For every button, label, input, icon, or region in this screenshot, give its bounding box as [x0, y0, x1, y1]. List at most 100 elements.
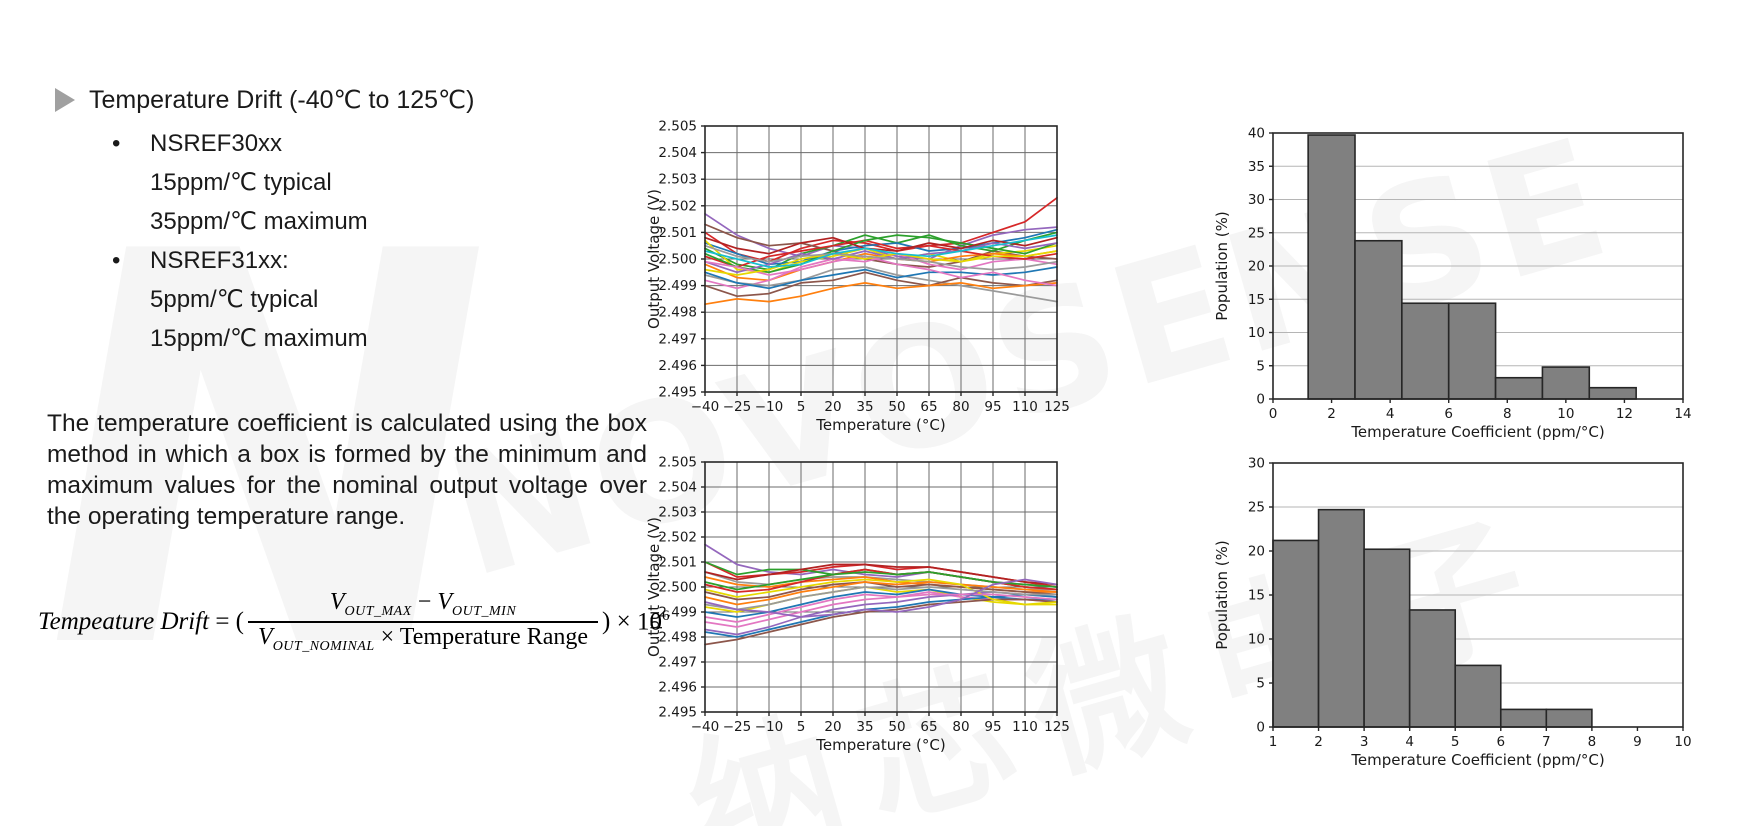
svg-text:2.499: 2.499 [658, 278, 697, 294]
svg-text:25: 25 [1248, 500, 1265, 516]
svg-text:65: 65 [920, 399, 937, 415]
svg-text:80: 80 [952, 719, 969, 735]
svg-text:Temperature (°C): Temperature (°C) [815, 416, 945, 434]
svg-text:5: 5 [797, 399, 806, 415]
svg-text:2.498: 2.498 [658, 305, 697, 321]
svg-text:1: 1 [1269, 734, 1278, 750]
formula-lhs: Tempeature Drift [38, 607, 210, 635]
svg-text:2: 2 [1314, 734, 1323, 750]
svg-text:2.497: 2.497 [658, 331, 697, 347]
svg-text:65: 65 [920, 719, 937, 735]
svg-text:110: 110 [1012, 719, 1038, 735]
svg-text:0: 0 [1256, 720, 1265, 736]
svg-text:30: 30 [1248, 456, 1265, 472]
svg-text:2.499: 2.499 [658, 605, 697, 621]
output-voltage-vs-temperature-chart-bottom: −40 −25 −10 5 20 35 50 65 80 95 110 125 2.495 2.496 2.… [645, 440, 1075, 781]
svg-text:15: 15 [1248, 292, 1265, 308]
formula-close: ) × [602, 607, 631, 635]
svg-text:7: 7 [1542, 734, 1551, 750]
svg-text:2.505: 2.505 [658, 455, 697, 471]
formula-power: 106 [636, 607, 670, 635]
temperature-range-label: Temperature Range [399, 623, 589, 650]
svg-text:50: 50 [888, 399, 905, 415]
svg-text:2.501: 2.501 [658, 555, 697, 571]
svg-text:10: 10 [1248, 325, 1265, 341]
svg-text:2.496: 2.496 [658, 680, 697, 696]
bullet-line: 15ppm/℃ maximum [150, 325, 368, 352]
svg-text:125: 125 [1044, 719, 1070, 735]
bullet-icon: • [112, 247, 121, 274]
list-item: • NSREF31xx: 5ppm/℃ typical 15ppm/℃ maxi… [112, 241, 368, 358]
svg-text:−40: −40 [691, 399, 720, 415]
play-triangle-icon [55, 88, 75, 112]
svg-text:−25: −25 [723, 719, 752, 735]
svg-text:20: 20 [1248, 544, 1265, 560]
formula-fraction: VOUT_MAX − VOUT_MIN VOUT_NOMINAL × Tempe… [248, 588, 599, 656]
svg-text:6: 6 [1496, 734, 1505, 750]
svg-text:35: 35 [1248, 159, 1265, 175]
svg-text:Population (%): Population (%) [1213, 211, 1231, 321]
svg-text:5: 5 [797, 719, 806, 735]
svg-text:−10: −10 [755, 399, 784, 415]
section-heading: Temperature Drift (-40℃ to 125℃) [55, 85, 474, 115]
formula-denominator: VOUT_NOMINAL × Temperature Range [248, 620, 599, 656]
svg-text:Temperature (°C): Temperature (°C) [815, 736, 945, 754]
bullet-icon: • [112, 130, 121, 157]
svg-text:35: 35 [856, 719, 873, 735]
list-item: • NSREF30xx 15ppm/℃ typical 35ppm/℃ maxi… [112, 124, 368, 241]
sub-out-max: OUT_MAX [344, 603, 412, 619]
sub-out-nominal: OUT_NOMINAL [272, 638, 375, 654]
svg-text:20: 20 [1248, 259, 1265, 275]
tempco-population-histogram-bottom: 1 2 3 4 5 6 7 8 9 10 0 5 10 15 20 25 30 Temperature Coeff… [1195, 440, 1720, 790]
svg-text:25: 25 [1248, 225, 1265, 241]
svg-text:10: 10 [1674, 734, 1691, 750]
svg-text:2.497: 2.497 [658, 655, 697, 671]
svg-text:Output Voltage (V): Output Voltage (V) [645, 189, 663, 329]
times-operator: × [380, 623, 395, 650]
svg-text:Temperature Coefficient (ppm/°: Temperature Coefficient (ppm/°C) [1350, 751, 1604, 769]
bullet-line: 15ppm/℃ typical [150, 169, 332, 196]
svg-text:5: 5 [1256, 676, 1265, 692]
svg-text:80: 80 [952, 399, 969, 415]
svg-text:4: 4 [1405, 734, 1414, 750]
svg-text:2.503: 2.503 [658, 172, 697, 188]
bullet-line: 35ppm/℃ maximum [150, 208, 368, 235]
svg-text:4: 4 [1386, 406, 1395, 422]
svg-text:2.495: 2.495 [658, 385, 697, 401]
svg-text:15: 15 [1248, 588, 1265, 604]
svg-text:2.504: 2.504 [658, 145, 697, 161]
bullet-head: NSREF31xx: [150, 247, 289, 274]
svg-text:6: 6 [1444, 406, 1453, 422]
svg-text:125: 125 [1044, 399, 1070, 415]
var-vout-min: V [437, 589, 453, 615]
svg-text:2.504: 2.504 [658, 480, 697, 496]
svg-text:20: 20 [824, 719, 841, 735]
svg-text:10: 10 [1248, 632, 1265, 648]
svg-text:5: 5 [1256, 358, 1265, 374]
svg-text:30: 30 [1248, 192, 1265, 208]
svg-text:2.502: 2.502 [658, 198, 697, 214]
svg-text:Output Voltage (V): Output Voltage (V) [645, 517, 663, 657]
bullet-line: 5ppm/℃ typical [150, 286, 319, 313]
svg-text:−25: −25 [723, 399, 752, 415]
svg-text:−40: −40 [691, 719, 720, 735]
svg-text:Population (%): Population (%) [1213, 540, 1231, 650]
svg-text:50: 50 [888, 719, 905, 735]
svg-text:95: 95 [984, 719, 1001, 735]
svg-text:5: 5 [1451, 734, 1460, 750]
svg-text:95: 95 [984, 399, 1001, 415]
formula-numerator: VOUT_MAX − VOUT_MIN [248, 588, 598, 621]
bullet-head: NSREF30xx [150, 130, 283, 157]
tempco-population-histogram-top: 0 2 4 6 8 10 12 14 0 5 10 15 20 25 30 35 40 Temperature C… [1195, 110, 1720, 455]
svg-text:8: 8 [1503, 406, 1512, 422]
minus-operator: − [417, 589, 432, 615]
svg-text:8: 8 [1588, 734, 1597, 750]
svg-text:Temperature Coefficient (ppm/°: Temperature Coefficient (ppm/°C) [1350, 423, 1604, 441]
svg-text:2.500: 2.500 [658, 580, 697, 596]
svg-text:2: 2 [1327, 406, 1336, 422]
svg-text:35: 35 [856, 399, 873, 415]
box-method-paragraph: The temperature coefficient is calculate… [47, 410, 647, 530]
svg-text:2.498: 2.498 [658, 630, 697, 646]
spec-bullet-list: • NSREF30xx 15ppm/℃ typical 35ppm/℃ maxi… [112, 124, 368, 358]
